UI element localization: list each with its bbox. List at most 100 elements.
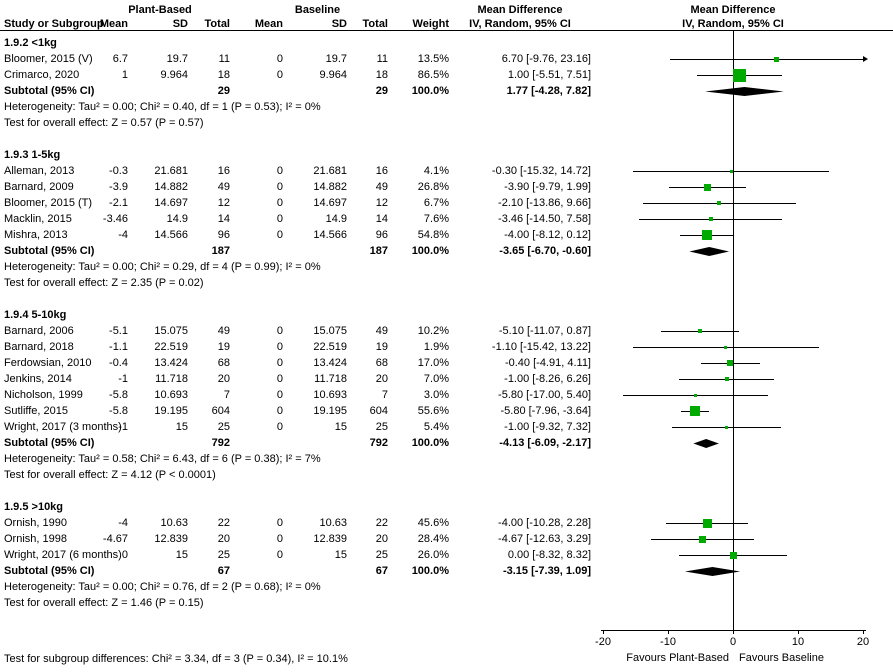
subtotal-plant-total: 67	[217, 565, 230, 577]
baseline-total: 25	[375, 421, 388, 433]
baseline-sd: 14.9	[325, 213, 347, 225]
baseline-sd: 15	[334, 421, 347, 433]
plant-sd: 11.718	[155, 373, 188, 385]
plant-sd: 19.7	[166, 53, 188, 65]
subtotal-plant-total: 187	[211, 245, 230, 257]
plant-sd: 10.63	[160, 517, 188, 529]
baseline-mean: 0	[276, 549, 283, 561]
subtotal-ci-text: -3.15 [-7.39, 1.09]	[502, 565, 591, 577]
plant-based-group-header: Plant-Based	[128, 4, 192, 16]
subgroup-differences-text: Test for subgroup differences: Chi² = 3.…	[4, 653, 348, 665]
baseline-sd: 15	[334, 549, 347, 561]
effect-marker	[690, 406, 701, 416]
plant-mean: -2.1	[109, 197, 128, 209]
subtotal-diamond	[684, 567, 741, 576]
study-name: Mishra, 2013	[4, 229, 68, 241]
study-weight: 6.7%	[423, 197, 449, 209]
study-name: Wright, 2017 (6 months)	[4, 549, 122, 561]
study-name: Ornish, 1998	[4, 533, 67, 545]
study-ci-text: -4.00 [-8.12, 0.12]	[504, 229, 591, 241]
study-weight: 13.5%	[417, 53, 449, 65]
favours-right-label: Favours Baseline	[739, 652, 824, 664]
baseline-sd: 14.566	[313, 229, 347, 241]
plant-mean: -1	[118, 421, 128, 433]
study-name: Macklin, 2015	[4, 213, 72, 225]
subtotal-plant-total: 29	[217, 85, 230, 97]
plant-total: 18	[217, 69, 230, 81]
overall-effect-text: Test for overall effect: Z = 4.12 (P < 0…	[4, 469, 216, 481]
subtotal-weight: 100.0%	[411, 565, 449, 577]
plant-sd: 9.964	[160, 69, 188, 81]
plant-mean: -5.8	[109, 405, 128, 417]
subtotal-ci-text: -3.65 [-6.70, -0.60]	[499, 245, 591, 257]
study-ci-text: -1.10 [-15.42, 13.22]	[491, 341, 591, 353]
subtotal-baseline-total: 187	[369, 245, 388, 257]
plant-mean: 0	[121, 549, 128, 561]
plant-total: 49	[217, 325, 230, 337]
baseline-total: 16	[375, 165, 388, 177]
study-column-header: Study or Subgroup	[4, 18, 104, 30]
study-weight: 26.8%	[417, 181, 449, 193]
baseline-mean: 0	[276, 53, 283, 65]
study-weight: 86.5%	[417, 69, 449, 81]
plant-mean: -1.1	[109, 341, 128, 353]
baseline-total: 49	[375, 325, 388, 337]
baseline-mean-column-header: Mean	[254, 18, 283, 30]
axis-tick-label: 20	[856, 636, 870, 648]
baseline-mean: 0	[276, 213, 283, 225]
study-name: Crimarco, 2020	[4, 69, 80, 81]
axis-tick-label: -20	[595, 636, 611, 648]
study-name: Ferdowsian, 2010	[4, 357, 92, 369]
baseline-mean: 0	[276, 69, 283, 81]
effect-marker	[702, 230, 712, 240]
baseline-mean: 0	[276, 389, 283, 401]
plant-sd: 15	[175, 549, 188, 561]
study-name: Ornish, 1990	[4, 517, 67, 529]
study-name: Bloomer, 2015 (V)	[4, 53, 93, 65]
study-weight: 45.6%	[417, 517, 449, 529]
baseline-total: 22	[375, 517, 388, 529]
study-name: Alleman, 2013	[4, 165, 75, 177]
baseline-sd: 12.839	[313, 533, 347, 545]
plant-total: 19	[217, 341, 230, 353]
plant-total: 12	[217, 197, 230, 209]
plant-total: 25	[217, 421, 230, 433]
plant-sd: 14.697	[154, 197, 188, 209]
subgroup-title: 1.9.3 1-5kg	[4, 149, 61, 161]
study-weight: 28.4%	[417, 533, 449, 545]
study-name: Barnard, 2006	[4, 325, 74, 337]
subtotal-label: Subtotal (95% CI)	[4, 85, 95, 97]
heterogeneity-text: Heterogeneity: Tau² = 0.00; Chi² = 0.29,…	[4, 261, 321, 273]
subtotal-baseline-total: 792	[369, 437, 388, 449]
baseline-total: 96	[375, 229, 388, 241]
plant-sd: 19.195	[154, 405, 188, 417]
plant-sd: 14.9	[166, 213, 188, 225]
baseline-mean: 0	[276, 325, 283, 337]
subtotal-plant-total: 792	[211, 437, 230, 449]
study-ci-text: 0.00 [-8.32, 8.32]	[507, 549, 591, 561]
study-name: Barnard, 2018	[4, 341, 74, 353]
baseline-sd: 14.697	[313, 197, 347, 209]
baseline-mean: 0	[276, 405, 283, 417]
mean-difference-plot-header: Mean Difference	[690, 4, 776, 16]
plant-total: 96	[217, 229, 230, 241]
plant-mean: -0.4	[109, 357, 128, 369]
plant-mean: -5.8	[109, 389, 128, 401]
subtotal-ci-text: 1.77 [-4.28, 7.82]	[506, 85, 591, 97]
study-weight: 7.0%	[423, 373, 449, 385]
study-weight: 1.9%	[423, 341, 449, 353]
effect-marker	[717, 201, 722, 205]
study-name: Sutliffe, 2015	[4, 405, 69, 417]
plant-mean: 1	[121, 69, 128, 81]
plant-total: 49	[217, 181, 230, 193]
axis-tick	[603, 630, 604, 634]
study-weight: 17.0%	[417, 357, 449, 369]
plant-sd: 21.681	[154, 165, 188, 177]
baseline-sd: 14.882	[313, 181, 347, 193]
baseline-group-header: Baseline	[294, 4, 341, 16]
study-weight: 4.1%	[423, 165, 449, 177]
baseline-total: 14	[375, 213, 388, 225]
baseline-mean: 0	[276, 517, 283, 529]
baseline-mean: 0	[276, 181, 283, 193]
